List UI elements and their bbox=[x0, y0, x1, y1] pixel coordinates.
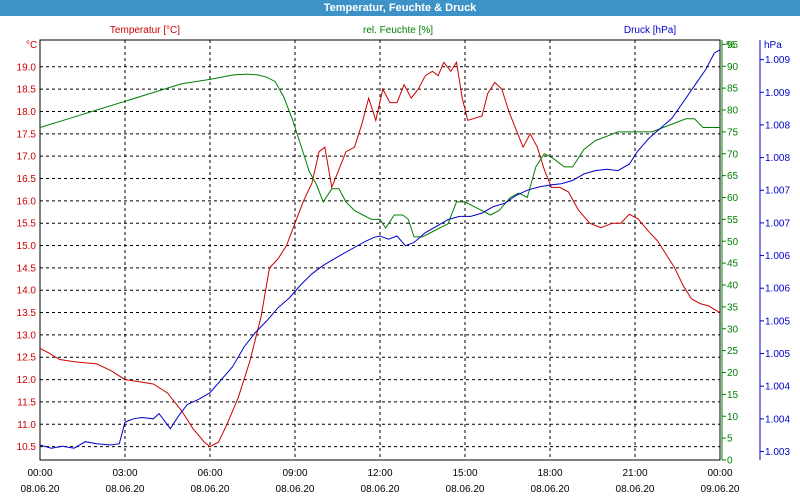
temperature-tick-label: 16.0 bbox=[17, 196, 37, 207]
pressure-tick-label: 1.004 bbox=[765, 414, 790, 425]
humidity-series-line bbox=[39, 73, 720, 238]
humidity-tick-label: 75 bbox=[727, 127, 739, 138]
humidity-tick-label: 45 bbox=[727, 259, 739, 270]
temperature-axis-label: Temperatur [°C] bbox=[110, 25, 180, 36]
humidity-tick-label: 80 bbox=[727, 106, 739, 117]
pressure-tick-label: 1.006 bbox=[765, 284, 790, 295]
x-tick-label-time: 03:00 bbox=[112, 468, 137, 479]
pressure-tick-label: 1.007 bbox=[765, 218, 790, 229]
x-tick-label-date: 09.06.20 bbox=[701, 484, 740, 495]
x-tick-label-date: 08.06.20 bbox=[361, 484, 400, 495]
x-tick-label-time: 09:00 bbox=[282, 468, 307, 479]
temperature-tick-label: 12.0 bbox=[17, 375, 37, 386]
humidity-tick-label: 65 bbox=[727, 171, 739, 182]
x-tick-label-time: 00:00 bbox=[27, 468, 52, 479]
pressure-tick-label: 1.003 bbox=[765, 447, 790, 458]
temperature-tick-label: 18.0 bbox=[17, 107, 37, 118]
humidity-tick-label: 0 bbox=[727, 456, 733, 467]
humidity-tick-label: 90 bbox=[727, 62, 739, 73]
pressure-tick-label: 1.009 bbox=[765, 55, 790, 66]
humidity-tick-label: 15 bbox=[727, 390, 739, 401]
x-tick-label-date: 08.06.20 bbox=[191, 484, 230, 495]
pressure-tick-label: 1.005 bbox=[765, 316, 790, 327]
temperature-tick-label: 18.5 bbox=[17, 85, 37, 96]
x-tick-label-date: 08.06.20 bbox=[276, 484, 315, 495]
x-tick-label-time: 00:00 bbox=[707, 468, 732, 479]
pressure-tick-label: 1.006 bbox=[765, 251, 790, 262]
temperature-tick-label: 12.5 bbox=[17, 353, 37, 364]
temperature-series-line bbox=[39, 60, 721, 448]
humidity-tick-label: 70 bbox=[727, 149, 739, 160]
x-tick-label-time: 21:00 bbox=[622, 468, 647, 479]
humidity-tick-label: 50 bbox=[727, 237, 739, 248]
series-lines bbox=[39, 49, 721, 449]
temperature-tick-label: 13.0 bbox=[17, 330, 37, 341]
humidity-unit: % bbox=[726, 40, 735, 51]
axes: 00:00 08.06.20 03:00 08.06.20 06:00 08.06.20 0… bbox=[17, 25, 791, 495]
temperature-tick-label: 17.0 bbox=[17, 152, 37, 163]
humidity-tick-label: 20 bbox=[727, 368, 739, 379]
temperature-tick-label: 10.5 bbox=[17, 442, 37, 453]
pressure-tick-label: 1.005 bbox=[765, 349, 790, 360]
chart-title: Temperatur, Feuchte & Druck bbox=[0, 0, 800, 16]
temperature-tick-label: 15.5 bbox=[17, 219, 37, 230]
x-tick-label-date: 08.06.20 bbox=[446, 484, 485, 495]
humidity-tick-label: 30 bbox=[727, 324, 739, 335]
humidity-tick-label: 60 bbox=[727, 193, 739, 204]
pressure-tick-label: 1.008 bbox=[765, 120, 790, 131]
humidity-tick-label: 5 bbox=[727, 434, 733, 445]
temperature-tick-label: 19.0 bbox=[17, 62, 37, 73]
temperature-tick-label: 14.5 bbox=[17, 263, 37, 274]
x-tick-label-time: 15:00 bbox=[452, 468, 477, 479]
pressure-tick-label: 1.007 bbox=[765, 186, 790, 197]
pressure-tick-label: 1.004 bbox=[765, 382, 790, 393]
x-tick-label-time: 06:00 bbox=[197, 468, 222, 479]
humidity-tick-label: 10 bbox=[727, 412, 739, 423]
grid bbox=[39, 39, 721, 461]
temperature-tick-label: 13.5 bbox=[17, 308, 37, 319]
temperature-tick-label: 15.0 bbox=[17, 241, 37, 252]
humidity-tick-label: 35 bbox=[727, 302, 739, 313]
humidity-tick-label: 40 bbox=[727, 281, 739, 292]
x-tick-label-date: 08.06.20 bbox=[616, 484, 655, 495]
temperature-tick-label: 11.0 bbox=[17, 420, 36, 431]
humidity-tick-label: 95 bbox=[727, 40, 739, 51]
temperature-tick-label: 14.0 bbox=[17, 286, 37, 297]
humidity-tick-label: 25 bbox=[727, 346, 739, 357]
humidity-tick-label: 85 bbox=[727, 84, 739, 95]
x-tick-label-date: 08.06.20 bbox=[21, 484, 60, 495]
temperature-unit: °C bbox=[26, 40, 37, 51]
x-tick-label-date: 08.06.20 bbox=[531, 484, 570, 495]
x-tick-label-time: 12:00 bbox=[367, 468, 392, 479]
humidity-axis-label: rel. Feuchte [%] bbox=[363, 25, 433, 36]
pressure-tick-label: 1.009 bbox=[765, 88, 790, 99]
x-tick-label-time: 18:00 bbox=[537, 468, 562, 479]
humidity-tick-label: 55 bbox=[727, 215, 739, 226]
temperature-tick-label: 16.5 bbox=[17, 174, 37, 185]
pressure-axis-label: Druck [hPa] bbox=[624, 25, 676, 36]
x-tick-label-date: 08.06.20 bbox=[106, 484, 145, 495]
pressure-tick-label: 1.008 bbox=[765, 153, 790, 164]
temperature-tick-label: 11.5 bbox=[17, 397, 36, 408]
pressure-unit: hPa bbox=[764, 40, 782, 51]
pressure-series-line bbox=[39, 49, 721, 449]
temperature-tick-label: 17.5 bbox=[17, 129, 37, 140]
